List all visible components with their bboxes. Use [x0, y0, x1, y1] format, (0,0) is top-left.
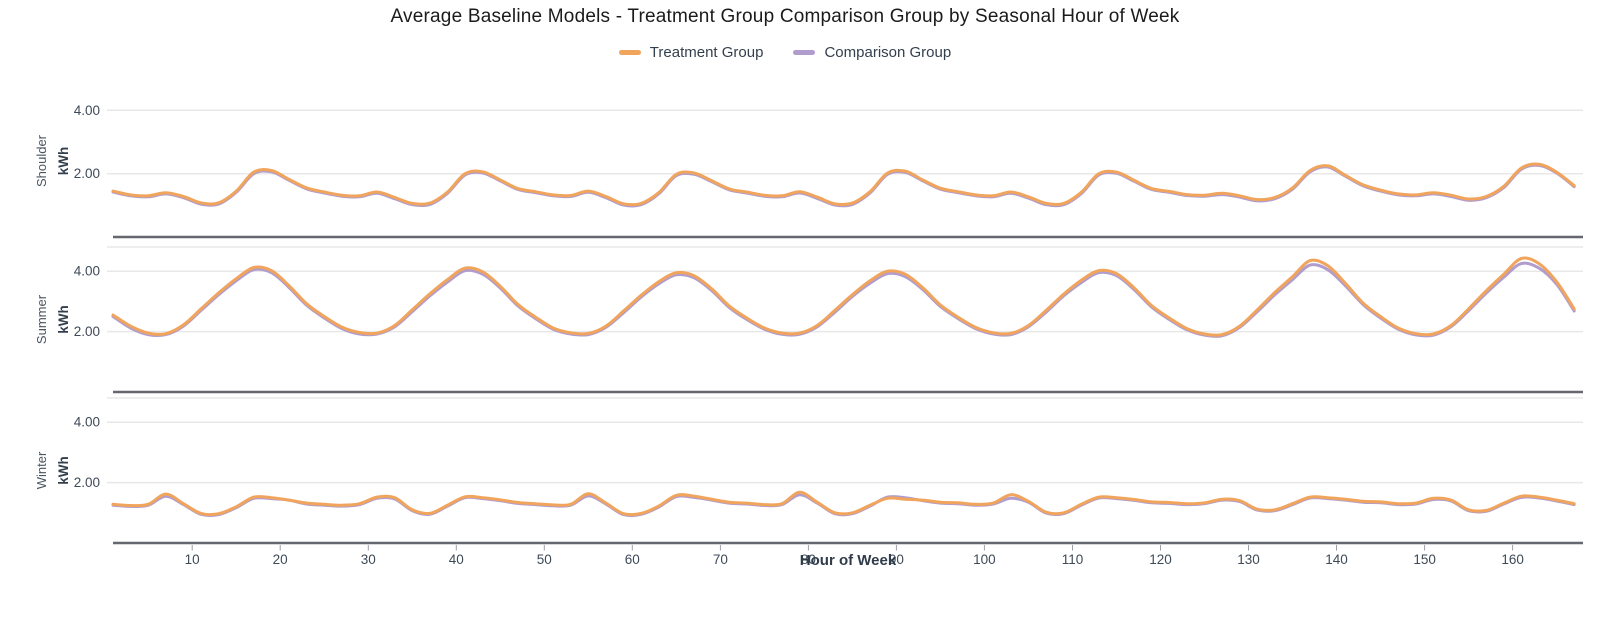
x-tick-label: 30 — [361, 552, 376, 567]
treatment-swatch-icon — [618, 50, 641, 55]
comparison-swatch-icon — [793, 50, 816, 55]
x-tick-label: 40 — [449, 552, 464, 567]
y-axis-unit-label: kWh — [56, 305, 71, 334]
facet-label-shoulder: Shoulder — [34, 134, 49, 187]
x-tick-label: 10 — [185, 552, 200, 567]
x-tick-label: 50 — [537, 552, 552, 567]
y-tick-label: 4.00 — [74, 103, 100, 118]
x-tick-label: 90 — [889, 552, 904, 567]
x-tick-label: 160 — [1501, 552, 1524, 567]
legend-label-treatment: Treatment Group — [649, 44, 764, 61]
x-tick-label: 110 — [1062, 552, 1084, 567]
legend-item-comparison[interactable]: Comparison Group — [793, 44, 951, 61]
y-axis-unit-label: kWh — [56, 456, 71, 485]
y-tick-label: 2.00 — [74, 166, 100, 181]
treatment-line — [111, 256, 1576, 337]
y-tick-label: 2.00 — [74, 324, 100, 339]
comparison-line — [111, 261, 1576, 338]
y-tick-label: 4.00 — [74, 264, 100, 279]
x-axis-label: Hour of Week — [799, 552, 897, 569]
x-tick-label: 20 — [273, 552, 288, 567]
legend-label-comparison: Comparison Group — [824, 44, 952, 61]
legend-item-treatment[interactable]: Treatment Group — [618, 44, 764, 61]
x-tick-label: 60 — [625, 552, 640, 567]
chart-header: Average Baseline Models - Treatment Grou… — [0, 0, 1570, 61]
x-tick-label: 80 — [801, 552, 816, 567]
x-tick-label: 70 — [713, 552, 728, 567]
treatment-line — [111, 162, 1576, 207]
y-axis-unit-label: kWh — [56, 147, 71, 176]
x-tick-label: 130 — [1237, 552, 1260, 567]
y-tick-label: 2.00 — [74, 475, 100, 490]
treatment-line — [111, 490, 1576, 517]
x-tick-label: 150 — [1413, 552, 1436, 567]
facet-label-winter: Winter — [34, 451, 49, 489]
y-tick-label: 4.00 — [74, 415, 100, 430]
x-tick-label: 120 — [1149, 552, 1172, 567]
x-tick-label: 100 — [973, 552, 996, 567]
x-tick-label: 140 — [1325, 552, 1348, 567]
chart-title: Average Baseline Models - Treatment Grou… — [390, 6, 1180, 27]
chart-legend: Treatment Group Comparison Group — [0, 44, 1570, 61]
comparison-line — [111, 163, 1576, 208]
facet-label-summer: Summer — [34, 294, 49, 344]
